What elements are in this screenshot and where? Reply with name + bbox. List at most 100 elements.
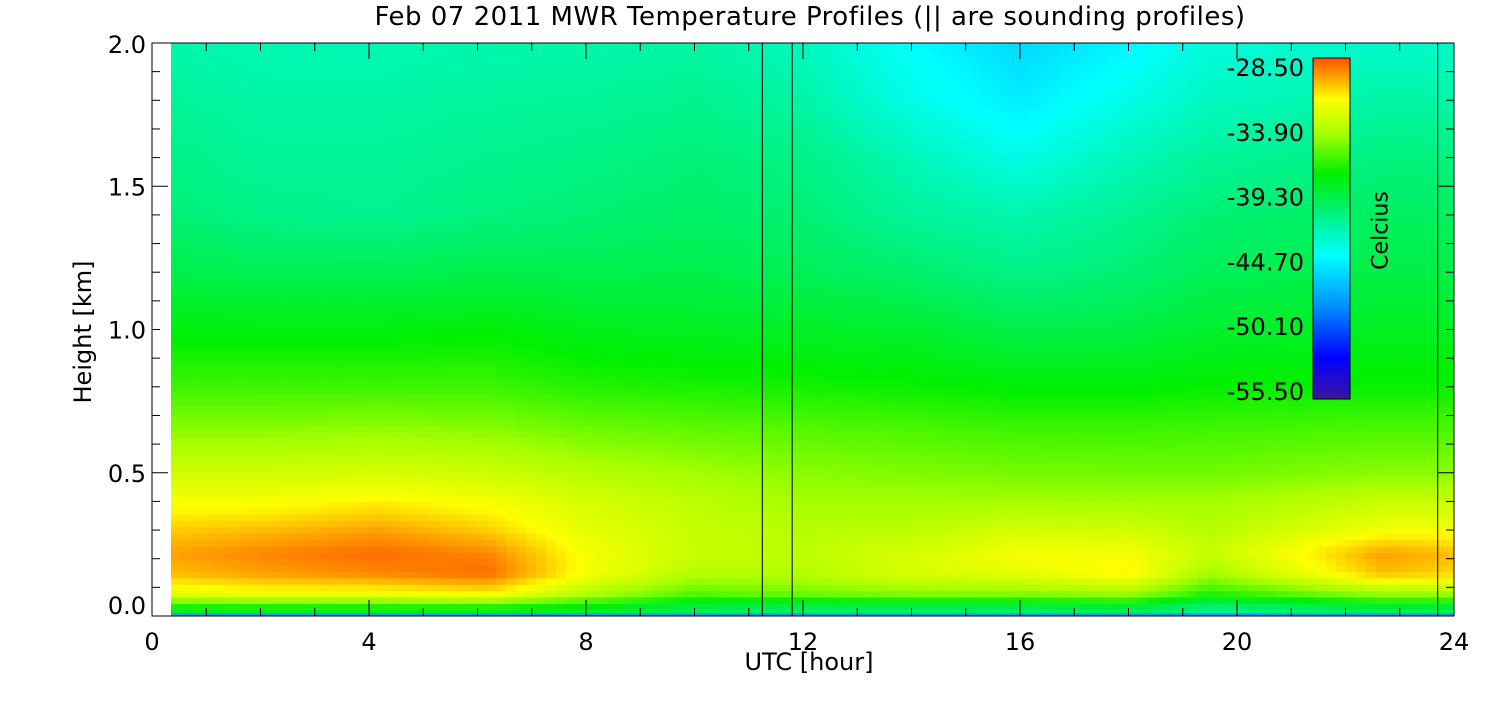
- heatmap-cell: [1227, 412, 1237, 419]
- heatmap-cell: [990, 457, 1000, 464]
- heatmap-cell: [359, 540, 369, 547]
- heatmap-cell: [368, 368, 378, 375]
- heatmap-cell: [803, 457, 813, 464]
- heatmap-cell: [1247, 444, 1257, 451]
- heatmap-cell: [891, 527, 901, 534]
- heatmap-cell: [1336, 419, 1346, 426]
- heatmap-cell: [862, 476, 872, 483]
- heatmap-cell: [1000, 571, 1010, 578]
- heatmap-cell: [329, 527, 339, 534]
- heatmap-cell: [1286, 597, 1296, 604]
- heatmap-cell: [1188, 489, 1198, 496]
- heatmap-cell: [1128, 482, 1138, 489]
- heatmap-cell: [852, 450, 862, 457]
- heatmap-cell: [447, 476, 457, 483]
- heatmap-cell: [941, 533, 951, 540]
- heatmap-cell: [191, 457, 201, 464]
- heatmap-cell: [635, 476, 645, 483]
- heatmap-cell: [724, 591, 734, 598]
- heatmap-cell: [1336, 495, 1346, 502]
- heatmap-cell: [1158, 578, 1168, 585]
- heatmap-cell: [1128, 540, 1138, 547]
- heatmap-cell: [803, 444, 813, 451]
- heatmap-cell: [1168, 374, 1178, 381]
- heatmap-cell: [714, 533, 724, 540]
- heatmap-cell: [911, 470, 921, 477]
- heatmap-cell: [1266, 450, 1276, 457]
- heatmap-cell: [586, 495, 596, 502]
- heatmap-cell: [1188, 495, 1198, 502]
- heatmap-cell: [467, 527, 477, 534]
- heatmap-cell: [793, 552, 803, 559]
- heatmap-cell: [556, 368, 566, 375]
- heatmap-cell: [961, 374, 971, 381]
- heatmap-cell: [694, 425, 704, 432]
- heatmap-cell: [1405, 559, 1415, 566]
- heatmap-cell: [309, 495, 319, 502]
- heatmap-cell: [1217, 425, 1227, 432]
- heatmap-cell: [1000, 444, 1010, 451]
- heatmap-cell: [684, 597, 694, 604]
- heatmap-cell: [1148, 463, 1158, 470]
- heatmap-cell: [1395, 533, 1405, 540]
- heatmap-cell: [329, 387, 339, 394]
- heatmap-cell: [1227, 552, 1237, 559]
- heatmap-cell: [734, 380, 744, 387]
- heatmap-cell: [1355, 419, 1365, 426]
- heatmap-cell: [457, 425, 467, 432]
- heatmap-cell: [280, 495, 290, 502]
- heatmap-cell: [793, 425, 803, 432]
- heatmap-cell: [941, 444, 951, 451]
- heatmap-cell: [1158, 521, 1168, 528]
- heatmap-cell: [1444, 419, 1454, 426]
- heatmap-cell: [1030, 412, 1040, 419]
- heatmap-cell: [694, 533, 704, 540]
- heatmap-cell: [1405, 444, 1415, 451]
- heatmap-cell: [743, 533, 753, 540]
- heatmap-cell: [1217, 444, 1227, 451]
- heatmap-cell: [1227, 508, 1237, 515]
- heatmap-cell: [872, 597, 882, 604]
- heatmap-cell: [191, 521, 201, 528]
- heatmap-cell: [586, 521, 596, 528]
- heatmap-cell: [447, 584, 457, 591]
- heatmap-cell: [1059, 584, 1069, 591]
- heatmap-cell: [664, 419, 674, 426]
- heatmap-cell: [250, 380, 260, 387]
- heatmap-cell: [822, 374, 832, 381]
- heatmap-cell: [289, 597, 299, 604]
- heatmap-cell: [625, 400, 635, 407]
- heatmap-cell: [921, 546, 931, 553]
- heatmap-cell: [714, 450, 724, 457]
- heatmap-cell: [349, 476, 359, 483]
- heatmap-cell: [724, 419, 734, 426]
- heatmap-cell: [378, 482, 388, 489]
- heatmap-cell: [1010, 438, 1020, 445]
- heatmap-cell: [260, 584, 270, 591]
- heatmap-cell: [763, 438, 773, 445]
- heatmap-cell: [437, 482, 447, 489]
- heatmap-cell: [1178, 559, 1188, 566]
- heatmap-cell: [507, 419, 517, 426]
- heatmap-cell: [1385, 457, 1395, 464]
- heatmap-cell: [734, 501, 744, 508]
- heatmap-cell: [664, 463, 674, 470]
- heatmap-cell: [852, 406, 862, 413]
- heatmap-cell: [625, 438, 635, 445]
- heatmap-cell: [635, 368, 645, 375]
- heatmap-cell: [437, 463, 447, 470]
- heatmap-cell: [220, 444, 230, 451]
- heatmap-cell: [536, 578, 546, 585]
- heatmap-cell: [1138, 457, 1148, 464]
- heatmap-cell: [891, 374, 901, 381]
- heatmap-cell: [516, 419, 526, 426]
- heatmap-cell: [694, 463, 704, 470]
- heatmap-cell: [1049, 412, 1059, 419]
- heatmap-cell: [378, 546, 388, 553]
- heatmap-cell: [457, 438, 467, 445]
- heatmap-cell: [1296, 527, 1306, 534]
- heatmap-cell: [1118, 495, 1128, 502]
- heatmap-cell: [546, 489, 556, 496]
- heatmap-cell: [704, 501, 714, 508]
- heatmap-cell: [1217, 540, 1227, 547]
